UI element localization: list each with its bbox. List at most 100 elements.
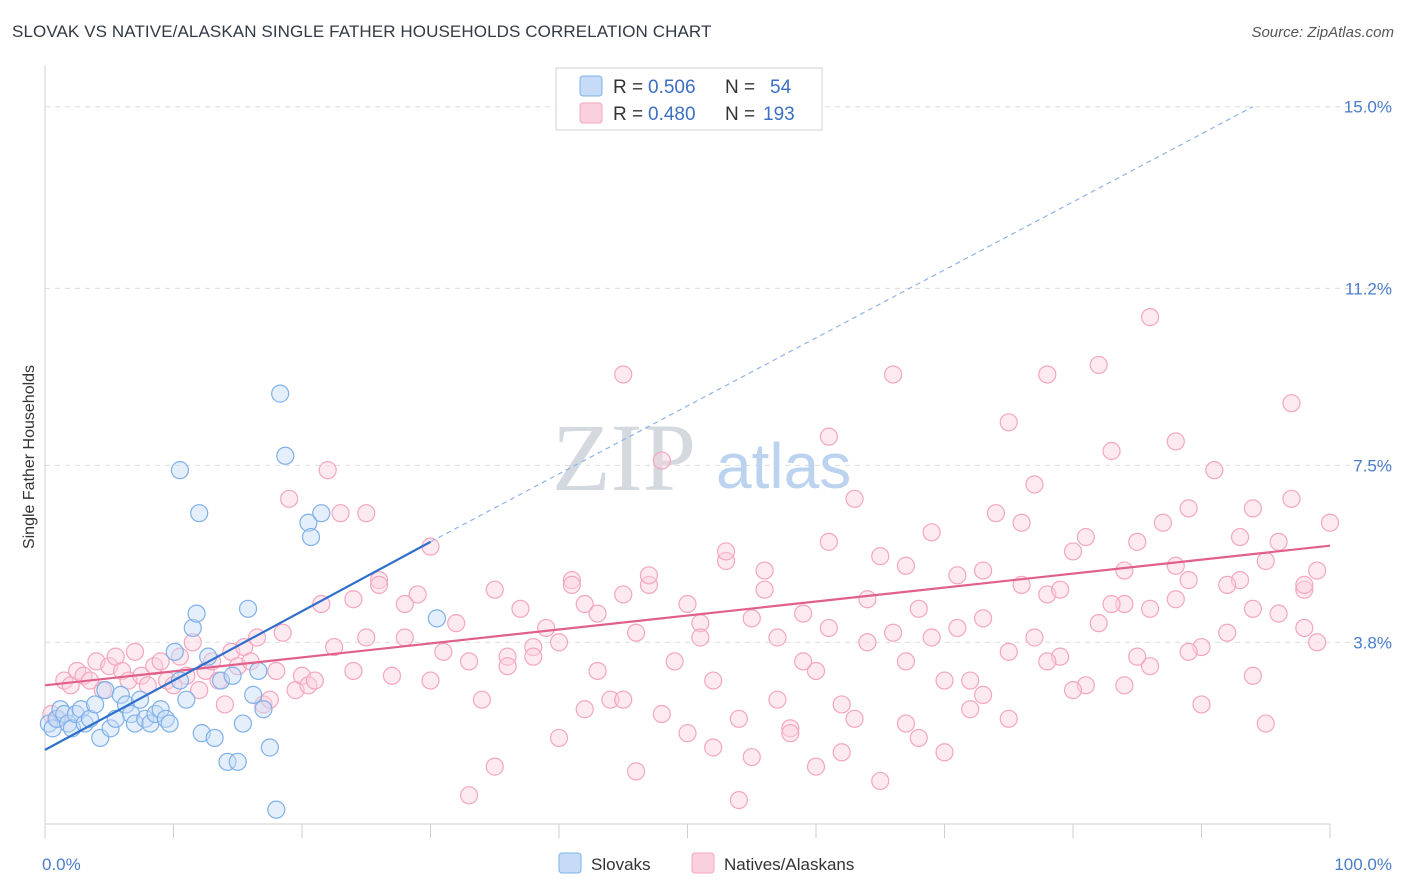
native-point-49 — [382, 666, 402, 685]
slovak-point-11 — [86, 695, 105, 714]
slovak-point-47 — [267, 800, 286, 819]
native-point-55 — [459, 652, 479, 671]
slovak-point-44 — [271, 384, 290, 403]
slovak-point-18 — [121, 704, 141, 724]
slovak-point-34 — [205, 728, 224, 748]
native-point-85 — [845, 489, 864, 508]
native-point-181 — [858, 590, 877, 609]
native-point-135 — [806, 757, 826, 776]
slovak-point-48 — [170, 461, 190, 480]
native-point-53 — [434, 642, 453, 661]
legend-box: R = 0.506 N = 54 R = 0.480 N = 193 — [555, 67, 823, 131]
native-point-36 — [273, 623, 292, 642]
trend-line-slovaks-extension — [430, 106, 1254, 543]
native-point-51 — [408, 585, 427, 604]
native-point-162 — [909, 728, 928, 748]
y-tick-label-1: 7.5% — [1353, 456, 1392, 475]
native-point-52 — [421, 671, 440, 690]
native-point-17 — [151, 652, 170, 671]
native-point-22 — [183, 633, 202, 652]
native-point-23 — [190, 681, 209, 700]
native-point-171 — [498, 657, 517, 676]
native-point-196 — [370, 575, 389, 594]
native-point-82 — [806, 661, 826, 681]
native-point-156 — [485, 757, 504, 776]
native-point-187 — [1051, 580, 1070, 599]
chart-title: SLOVAK VS NATIVE/ALASKAN SINGLE FATHER H… — [12, 22, 712, 41]
slovak-point-40 — [238, 599, 258, 618]
slovak-point-41 — [244, 685, 263, 704]
legend-swatch-natives — [579, 102, 603, 124]
native-point-185 — [973, 561, 993, 580]
native-point-115 — [1230, 527, 1250, 547]
slovak-point-30 — [183, 618, 202, 638]
native-point-147 — [768, 690, 787, 709]
native-point-148 — [832, 743, 851, 762]
native-point-34 — [260, 690, 279, 709]
native-point-175 — [639, 566, 659, 585]
native-point-47 — [357, 628, 376, 647]
native-point-160 — [781, 724, 800, 743]
native-point-97 — [999, 642, 1018, 661]
native-point-61 — [537, 618, 556, 638]
native-point-77 — [742, 609, 761, 628]
native-point-75 — [716, 551, 736, 571]
native-point-41 — [305, 671, 324, 690]
native-point-66 — [601, 690, 620, 709]
native-point-172 — [524, 647, 543, 666]
native-point-183 — [922, 628, 941, 647]
native-point-27 — [215, 695, 234, 714]
slovak-point-13 — [96, 681, 115, 700]
native-point-139 — [1063, 681, 1083, 700]
native-point-86 — [858, 633, 877, 652]
legend-swatch-slovaks — [579, 75, 603, 97]
native-point-118 — [1269, 604, 1288, 623]
native-point-60 — [524, 637, 543, 657]
native-point-198 — [344, 661, 363, 681]
native-point-182 — [896, 556, 916, 575]
slovak-point-35 — [211, 671, 231, 690]
native-point-127 — [614, 365, 633, 384]
native-point-102 — [1063, 542, 1083, 561]
native-point-159 — [729, 790, 749, 810]
slovak-point-39 — [233, 714, 252, 733]
native-point-81 — [794, 604, 813, 623]
native-point-176 — [691, 628, 710, 647]
native-point-173 — [562, 575, 581, 594]
native-point-43 — [318, 461, 337, 480]
native-point-126 — [883, 365, 903, 384]
native-point-35 — [267, 661, 286, 681]
native-point-142 — [1256, 714, 1275, 733]
slovak-point-27 — [165, 642, 184, 661]
native-point-189 — [1115, 561, 1134, 580]
native-point-141 — [1192, 695, 1211, 714]
series-natives-alaskans — [42, 308, 1340, 810]
slovak-point-29 — [177, 690, 196, 709]
native-point-128 — [999, 413, 1018, 432]
legend-n-label-1: N = — [725, 77, 755, 98]
trend-line-slovaks — [44, 540, 432, 751]
native-point-114 — [1218, 623, 1237, 642]
native-point-134 — [742, 747, 761, 767]
native-point-130 — [819, 427, 838, 446]
native-point-76 — [729, 709, 749, 728]
legend-r-value-2: 0.480 — [648, 104, 696, 125]
native-point-158 — [626, 762, 646, 781]
native-point-111 — [1179, 571, 1198, 590]
native-point-137 — [935, 743, 954, 762]
native-point-121 — [1308, 633, 1327, 652]
slovak-point-24 — [151, 700, 170, 719]
native-point-92 — [935, 671, 954, 690]
slovak-point-50 — [299, 513, 318, 532]
native-point-96 — [986, 504, 1006, 523]
native-point-68 — [626, 623, 646, 642]
native-point-62 — [549, 633, 569, 652]
legend-n-value-2: 193 — [763, 104, 795, 125]
native-point-157 — [575, 700, 594, 719]
native-point-54 — [447, 614, 466, 633]
native-point-132 — [614, 690, 633, 709]
native-point-50 — [395, 628, 414, 647]
slovak-point-37 — [223, 666, 242, 685]
native-point-119 — [1282, 489, 1301, 508]
slovak-point-49 — [190, 504, 209, 523]
